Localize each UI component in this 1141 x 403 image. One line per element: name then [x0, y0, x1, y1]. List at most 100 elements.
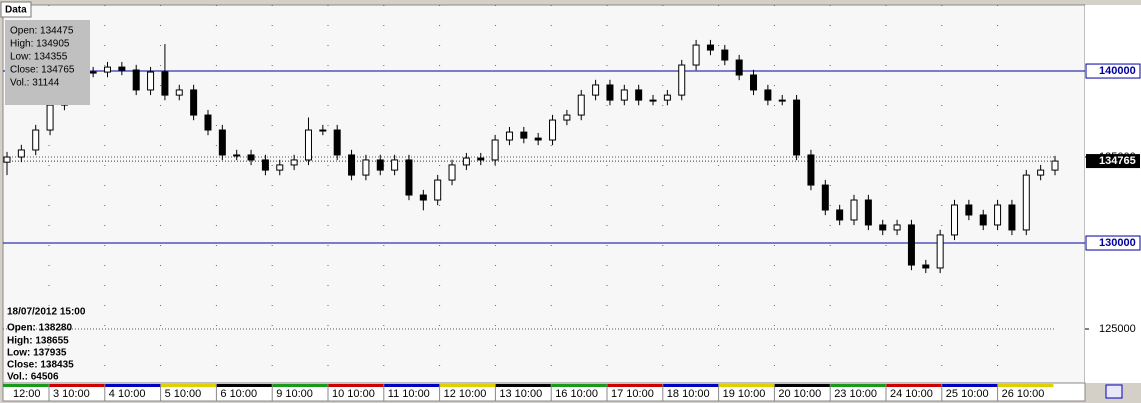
tooltip: Open: 134475 High: 134905 Low: 134355 Cl…: [5, 20, 90, 105]
candle-body: [663, 94, 671, 101]
candle-body: [319, 129, 327, 132]
candle-body: [462, 157, 470, 166]
candle-body: [979, 214, 987, 226]
candle-body: [276, 164, 284, 171]
candle-body: [936, 234, 944, 269]
day-strip: [383, 384, 440, 387]
candles: [3, 39, 1059, 274]
candle-body: [879, 224, 887, 231]
candle-body: [807, 154, 815, 186]
candle-body: [893, 224, 901, 231]
candle-body: [233, 154, 241, 157]
x-tick-label: 3 10:00: [53, 388, 90, 400]
x-tick-label: 24 10:00: [890, 388, 933, 400]
tab[interactable]: [0, 1, 32, 18]
candle-body: [376, 159, 384, 171]
candle-body: [161, 71, 169, 96]
candle-body: [577, 94, 585, 116]
tooltip-box: [5, 20, 90, 105]
candle-body: [405, 159, 413, 196]
info-line: Low: 137935: [7, 348, 67, 359]
day-strip: [774, 384, 831, 387]
day-strip: [328, 384, 384, 387]
day-strip: [997, 384, 1054, 387]
candle-body: [3, 156, 11, 163]
candle-body: [1037, 169, 1045, 176]
x-tick-label: 9 10:00: [276, 388, 313, 400]
candle-body: [204, 114, 212, 131]
day-strip: [830, 384, 886, 387]
candle-body: [505, 131, 513, 141]
tooltip-line: Vol.: 31144: [10, 78, 60, 89]
info-time: 18/07/2012 15:00: [7, 307, 86, 318]
candle-body: [821, 184, 829, 211]
candle-body: [218, 129, 226, 156]
day-strip: [495, 384, 552, 387]
x-axis-area: [2, 382, 1086, 402]
x-tick-label: 18 10:00: [667, 388, 710, 400]
day-strip: [662, 384, 719, 387]
x-tick-label: 25 10:00: [946, 388, 989, 400]
candle-body: [549, 119, 557, 141]
day-strip: [272, 384, 328, 387]
level-label-box: [1085, 235, 1141, 251]
candle-body: [103, 66, 111, 73]
candle-body: [391, 159, 399, 171]
candle-body: [922, 264, 930, 269]
x-tick-label: 11 10:00: [388, 388, 430, 400]
day-strip: [439, 384, 496, 387]
candle-body: [692, 44, 700, 66]
y-tick-label: 125000: [1099, 323, 1136, 335]
candle-body: [190, 89, 198, 116]
candle-body: [477, 157, 485, 161]
candle-body: [1051, 160, 1059, 171]
candle-body: [635, 89, 643, 101]
level-label: 130000: [1099, 237, 1136, 249]
x-tick-label: 10 10:00: [332, 388, 375, 400]
candle-body: [721, 49, 729, 61]
axes: 12:00 3 10:00 4 10:00 5 10:00 6 10:00 9 10:00…: [3, 63, 1141, 401]
plot-area: [2, 4, 1086, 384]
candle-body: [118, 66, 126, 71]
candle-body: [1008, 204, 1016, 231]
candle-body: [147, 71, 155, 91]
day-strip: [49, 384, 105, 387]
day-strip: [718, 384, 775, 387]
x-tick-label: 26 10:00: [1002, 388, 1045, 400]
x-tick-label: 12 10:00: [444, 388, 487, 400]
info-line: High: 138655: [7, 336, 69, 347]
info-line: Open: 138280: [7, 323, 72, 334]
day-strip: [104, 384, 161, 387]
tooltip-line: Close: 134765: [10, 65, 75, 76]
candle-body: [448, 164, 456, 181]
day-strip: [941, 384, 998, 387]
candle-body: [434, 179, 442, 201]
x-tick-label: 5 10:00: [165, 388, 202, 400]
candle-body: [965, 204, 973, 216]
candle-body: [678, 64, 686, 96]
candle-body: [520, 131, 528, 139]
x-tick-label: 6 10:00: [220, 388, 257, 400]
x-tick-label: 19 10:00: [723, 388, 766, 400]
x-tick-label: 16 10:00: [555, 388, 598, 400]
x-tick-label: 20 10:00: [778, 388, 821, 400]
candle-body: [563, 114, 571, 121]
day-strip: [551, 384, 607, 387]
candle-body: [491, 139, 499, 161]
candle-body: [836, 209, 844, 221]
candle-body: [649, 99, 657, 102]
candle-body: [290, 159, 298, 166]
x-tick-label: 12:00: [13, 388, 41, 400]
candle-body: [534, 137, 542, 141]
day-strip: [607, 384, 663, 387]
candle-body: [17, 149, 25, 158]
candle-body: [247, 154, 255, 161]
corner-button[interactable]: [1105, 384, 1123, 399]
x-tick-label: 23 10:00: [834, 388, 877, 400]
level-label: 140000: [1099, 65, 1136, 77]
x-tick-label: 17 10:00: [611, 388, 654, 400]
candle-body: [362, 159, 370, 176]
candle-body: [951, 204, 959, 236]
tab-label: Data: [5, 5, 27, 16]
